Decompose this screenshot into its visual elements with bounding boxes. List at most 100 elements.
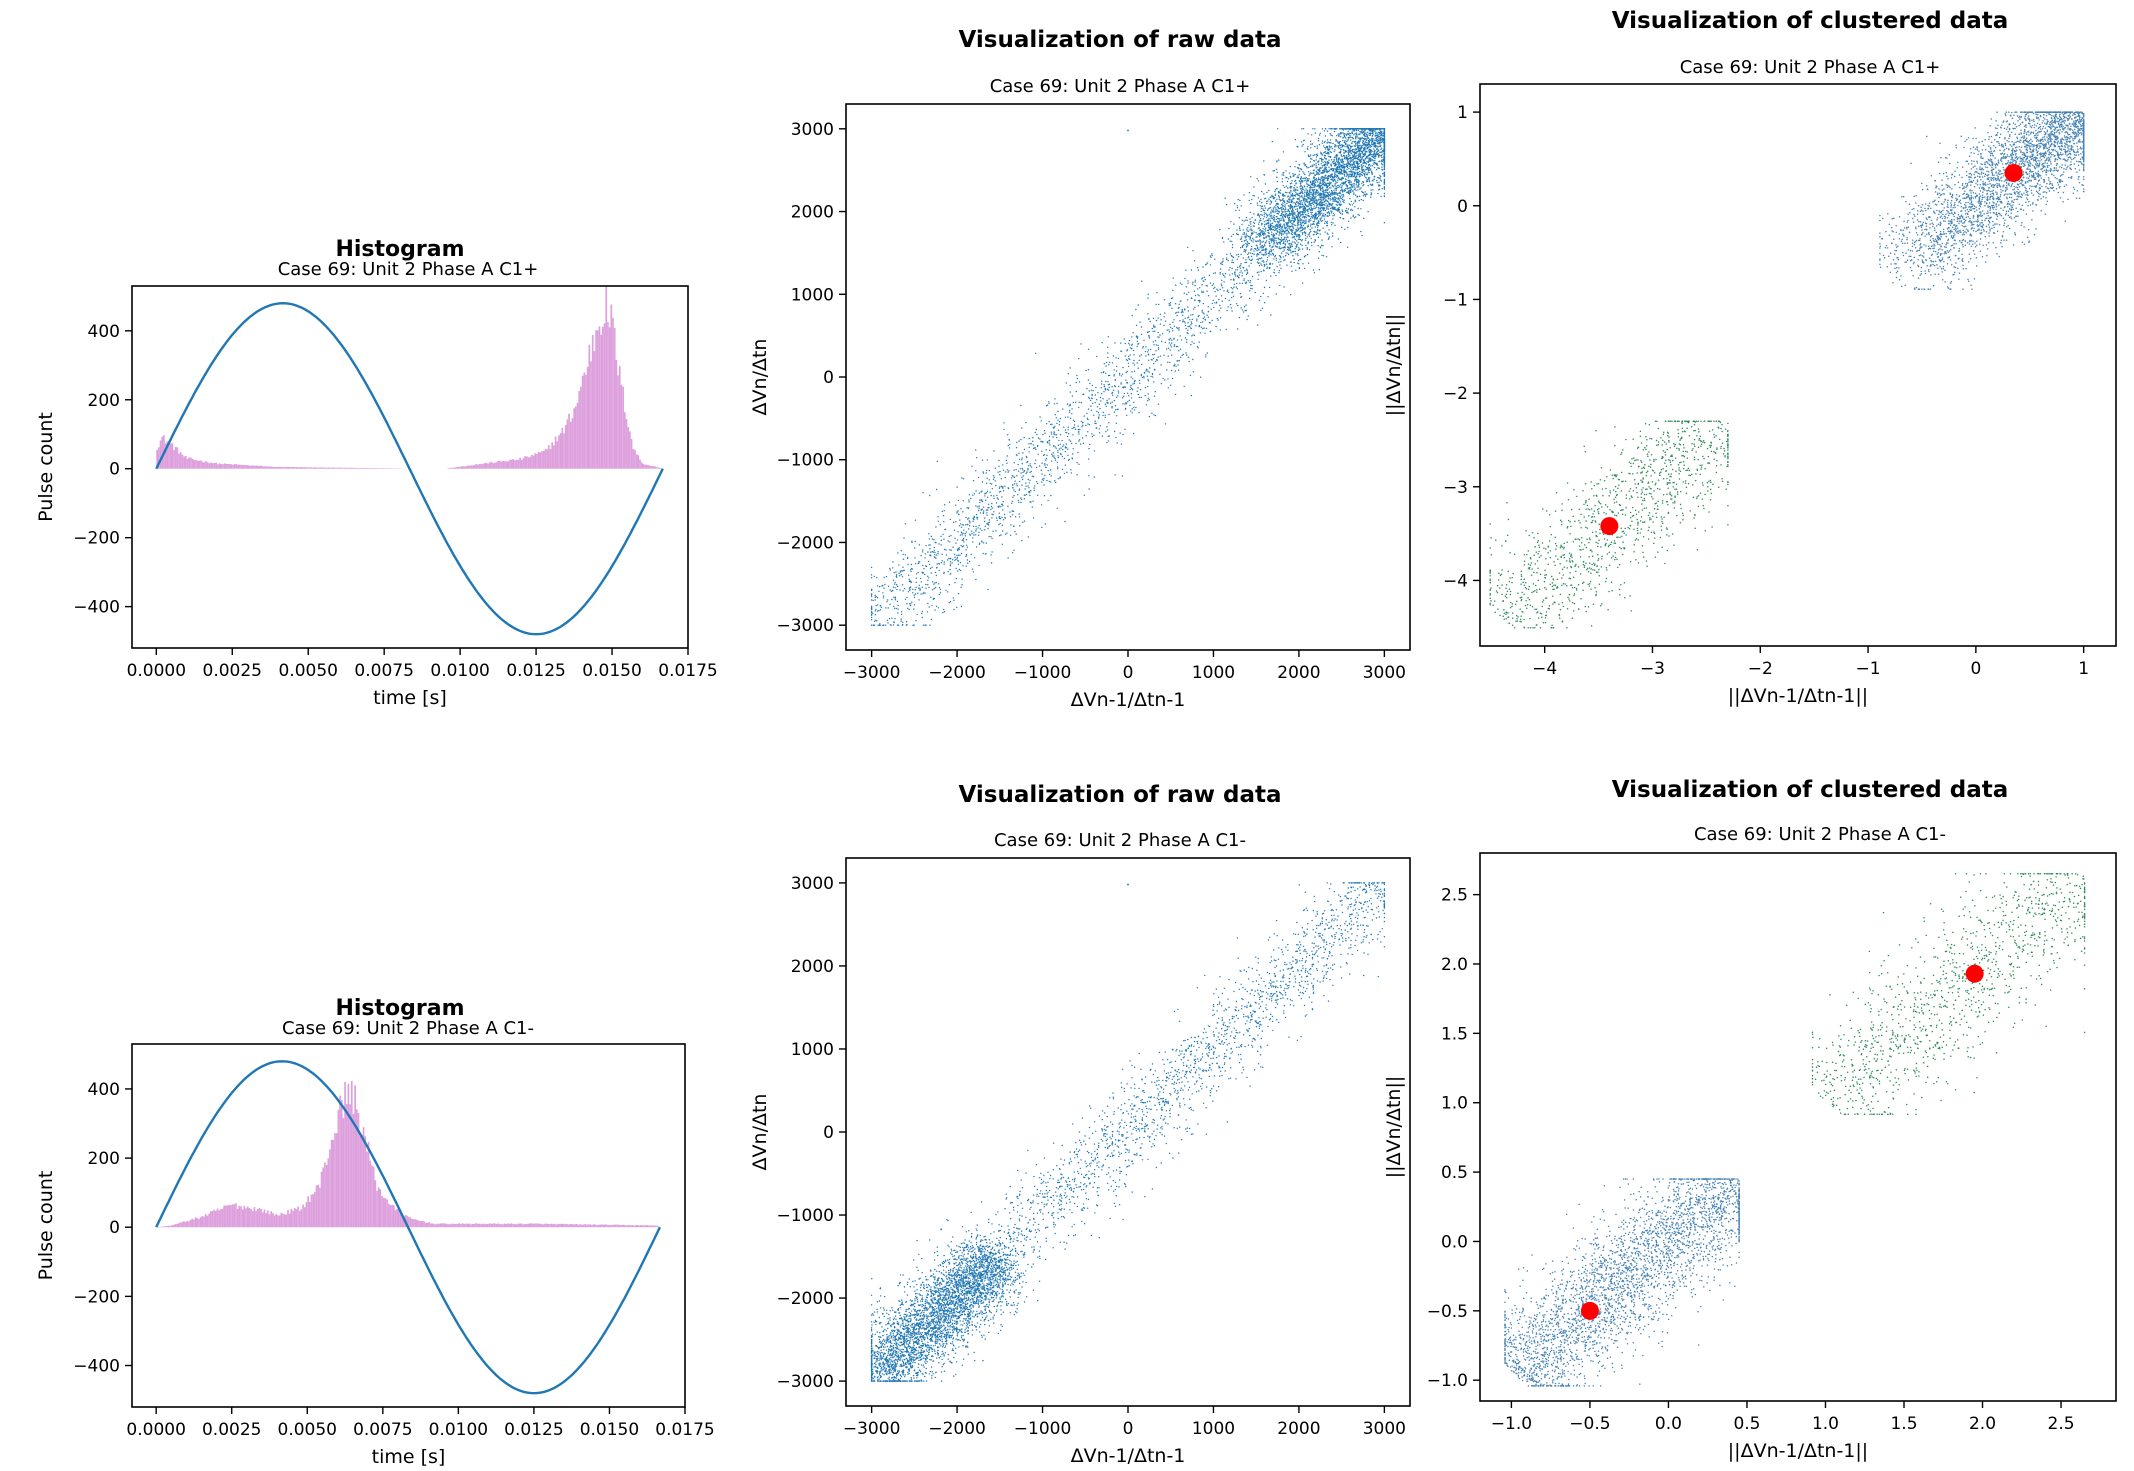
raw1-point (1216, 317, 1219, 320)
raw1-point (1120, 375, 1123, 377)
raw1-point (1145, 370, 1147, 372)
raw1-point (991, 551, 993, 553)
raw1-point (1337, 177, 1340, 179)
raw1-point (1082, 424, 1084, 426)
raw1-point (1226, 253, 1228, 255)
raw1-point (1308, 232, 1311, 234)
raw1-point (1167, 378, 1169, 380)
hist2-bar (189, 1219, 192, 1228)
raw1-point (1018, 516, 1021, 518)
raw1-point (1142, 347, 1144, 349)
raw1-point (984, 517, 986, 519)
hist2-bar (261, 1212, 264, 1228)
raw1-point (1304, 191, 1306, 194)
raw1-point (1026, 456, 1028, 459)
raw1-point (1080, 401, 1083, 404)
raw1-point (1121, 373, 1124, 375)
raw1-point (1053, 403, 1056, 405)
raw1-point (928, 544, 930, 546)
raw1-point (1057, 451, 1059, 454)
raw1-point (1159, 323, 1162, 325)
raw1-point (1243, 250, 1245, 253)
raw1-point (1001, 524, 1004, 526)
raw1-point (1168, 331, 1171, 333)
raw1-point (1326, 139, 1329, 141)
raw1-point (1314, 145, 1316, 148)
raw1-point (1260, 234, 1262, 237)
raw1-point (953, 608, 955, 611)
raw1-point (1300, 227, 1302, 229)
raw1-point (1127, 355, 1130, 358)
hist1-bar (340, 467, 343, 469)
raw1-point (1196, 346, 1199, 348)
raw1-point (1303, 162, 1305, 164)
raw1-point (1332, 169, 1335, 172)
raw1-point (1131, 412, 1134, 414)
hist2-title: Histogram (335, 996, 464, 1021)
raw1-point (1259, 217, 1262, 220)
raw1-point (1271, 231, 1273, 233)
raw1-point (1268, 189, 1270, 192)
raw1-point (1175, 345, 1178, 348)
raw1-point (1285, 222, 1287, 224)
hist1-bar (455, 467, 457, 469)
raw1-point (1171, 377, 1174, 380)
raw1-point (995, 530, 997, 532)
raw1-point (1198, 295, 1200, 297)
raw1-point (933, 587, 935, 590)
raw1-point (1312, 165, 1314, 168)
hist2-bar (330, 1139, 333, 1228)
raw1-point (1220, 262, 1222, 264)
raw1-point (1078, 381, 1081, 383)
raw1-point (1154, 360, 1157, 363)
raw1-point (1041, 478, 1044, 480)
hist1-bar (203, 462, 206, 469)
hist1-bar (271, 466, 273, 469)
raw1-point (1309, 173, 1311, 175)
raw1-point (1243, 194, 1245, 196)
hist2-bar (522, 1224, 524, 1228)
raw1-point (1088, 458, 1090, 460)
raw1-point (1007, 434, 1009, 436)
raw1-point (1205, 263, 1208, 265)
raw1-point (1324, 220, 1327, 223)
raw1-point (1333, 159, 1336, 161)
raw1-point (1145, 346, 1147, 348)
hist2-xtick-label: 0.0000 (126, 1420, 185, 1440)
raw1-point (1271, 238, 1274, 240)
raw1-point (1287, 210, 1289, 213)
raw1-point (1286, 229, 1289, 232)
raw1-point (1202, 321, 1204, 323)
raw1-point (1109, 402, 1112, 404)
raw1-point (1302, 177, 1304, 180)
raw1-point (1371, 155, 1373, 158)
raw1-point (1233, 283, 1236, 285)
raw1-point (1152, 353, 1154, 356)
raw1-point (1337, 141, 1339, 143)
raw1-point (1298, 216, 1301, 219)
raw1-point (1153, 414, 1155, 416)
raw1-point (1063, 426, 1065, 428)
hist1-bar (249, 465, 251, 469)
raw1-point (1201, 291, 1203, 294)
raw1-point (990, 562, 993, 564)
raw1-point (1015, 533, 1017, 535)
hist1-ytick-label: 200 (88, 391, 120, 411)
raw1-point (1276, 243, 1278, 246)
raw1-point (1295, 234, 1298, 236)
hist2-bar (213, 1209, 215, 1228)
raw1-point (950, 535, 952, 537)
raw1-point (1168, 303, 1170, 305)
raw1-point (900, 620, 902, 622)
raw1-point (976, 518, 978, 520)
raw1-point (1181, 283, 1183, 285)
raw1-point (1077, 425, 1079, 427)
raw1-point (1064, 464, 1067, 466)
raw1-point (978, 505, 980, 507)
hist2-bar (444, 1223, 447, 1228)
raw1-point (1357, 213, 1359, 216)
hist2-bar (357, 1112, 360, 1228)
raw1-point (1048, 420, 1050, 423)
raw1-point (973, 525, 975, 528)
raw1-point (1300, 176, 1303, 178)
